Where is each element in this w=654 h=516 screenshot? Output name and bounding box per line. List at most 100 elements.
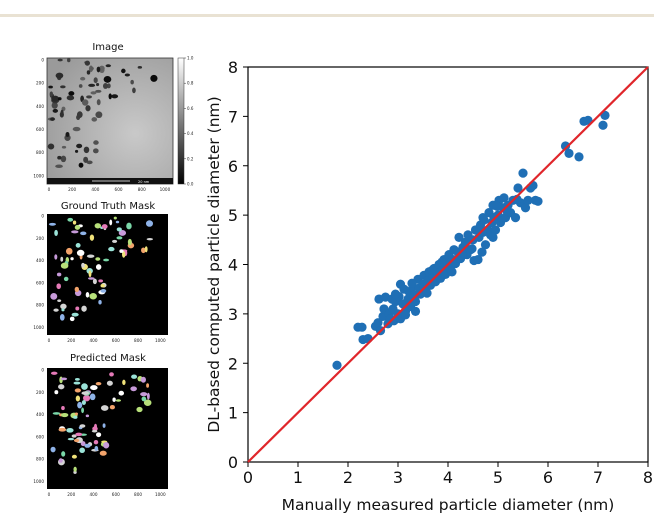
mask-blob xyxy=(85,291,90,298)
mask-blob xyxy=(54,254,58,260)
mask-blob xyxy=(65,247,73,255)
mask-blob xyxy=(146,392,150,400)
mask-blob xyxy=(60,303,67,310)
ground-truth-x-ticks: 0 200 400 600 800 1000 xyxy=(48,338,166,343)
small-y-tick: 200 xyxy=(36,236,44,241)
tem-particle xyxy=(80,76,86,81)
small-x-tick: 800 xyxy=(134,492,142,497)
colorbar-tick-label: 0.6 xyxy=(187,106,194,111)
small-x-tick: 0 xyxy=(48,338,51,343)
mask-blob xyxy=(96,432,102,438)
small-x-tick: 400 xyxy=(90,338,98,343)
y-tick-label: 7 xyxy=(228,107,238,126)
tem-particle xyxy=(90,67,94,70)
y-tick-label: 4 xyxy=(228,256,238,275)
image-panel-title: Image xyxy=(92,42,123,53)
mask-blob xyxy=(50,293,58,300)
data-point xyxy=(447,267,457,277)
predicted-blobs xyxy=(50,371,152,474)
mask-blob xyxy=(70,257,74,261)
mask-blob xyxy=(81,383,88,390)
mask-blob xyxy=(95,257,101,261)
small-y-tick: 400 xyxy=(36,412,44,417)
data-point xyxy=(373,318,383,328)
mask-blob xyxy=(60,412,69,418)
mask-blob xyxy=(61,406,65,411)
mask-blob xyxy=(109,372,114,377)
tem-particle xyxy=(150,74,158,82)
mask-blob xyxy=(103,258,110,262)
data-point xyxy=(574,152,584,162)
small-y-tick: 800 xyxy=(36,303,44,308)
small-y-tick: 800 xyxy=(36,457,44,462)
tem-particle xyxy=(81,99,89,106)
mask-blob xyxy=(121,251,126,258)
tem-particle xyxy=(86,70,91,75)
mask-blob xyxy=(60,377,68,381)
small-x-tick: 1000 xyxy=(155,338,166,343)
mask-blob xyxy=(92,278,97,285)
x-tick-label: 8 xyxy=(643,468,653,487)
small-y-tick: 400 xyxy=(36,258,44,263)
tem-particle xyxy=(96,66,101,73)
tem-particle xyxy=(88,83,96,87)
x-tick-label: 5 xyxy=(493,468,503,487)
mask-blob xyxy=(118,230,127,236)
small-x-tick: 0 xyxy=(48,492,51,497)
tem-particle xyxy=(95,111,103,119)
small-y-tick: 1000 xyxy=(33,325,44,330)
mask-blob xyxy=(109,219,113,226)
mask-blob xyxy=(81,305,87,312)
data-point xyxy=(564,148,574,159)
tem-particle xyxy=(90,91,97,95)
mask-blob xyxy=(95,381,102,386)
data-point xyxy=(512,194,522,204)
tem-particle xyxy=(55,72,64,79)
tem-particle xyxy=(50,117,55,121)
mask-blob xyxy=(141,247,146,254)
mask-blob xyxy=(79,424,86,428)
mask-blob xyxy=(60,256,64,262)
data-point xyxy=(520,203,531,213)
small-y-tick: 400 xyxy=(36,104,44,109)
x-axis-ticks: 0 1 2 3 4 5 6 7 8 xyxy=(243,462,653,487)
data-point xyxy=(480,240,491,250)
predicted-panel: Predicted Mask 0 200 400 600 800 1000 0 200 400… xyxy=(33,353,168,497)
mask-blob xyxy=(71,434,77,438)
scale-bar-label: 20 nm xyxy=(138,180,150,184)
ground-truth-blobs xyxy=(48,216,154,322)
predicted-title: Predicted Mask xyxy=(70,353,146,364)
mask-blob xyxy=(71,230,79,234)
tem-particles xyxy=(47,57,158,169)
mask-blob xyxy=(88,270,92,278)
mask-blob xyxy=(67,437,75,441)
identity-line xyxy=(247,66,649,463)
mask-blob xyxy=(95,264,102,270)
data-point xyxy=(499,193,509,203)
mask-blob xyxy=(80,441,86,447)
mask-blob xyxy=(101,224,108,229)
tem-particle xyxy=(85,105,91,112)
y-tick-label: 3 xyxy=(228,305,238,324)
mask-blob xyxy=(140,392,148,397)
mask-blob xyxy=(58,384,65,390)
data-point xyxy=(357,322,367,332)
tem-particle xyxy=(76,143,83,149)
tem-particle xyxy=(64,134,71,141)
mask-blob xyxy=(127,238,132,246)
mask-blob xyxy=(59,314,65,321)
tem-particle xyxy=(86,95,92,99)
predicted-x-ticks: 0 200 400 600 800 1000 xyxy=(48,492,166,497)
mask-blob xyxy=(75,243,81,248)
data-point xyxy=(523,195,533,205)
mask-blob xyxy=(116,227,122,232)
top-margin xyxy=(0,0,654,18)
mask-blob xyxy=(145,220,154,227)
mask-blob xyxy=(103,442,110,449)
data-point xyxy=(407,278,417,288)
tem-particle xyxy=(106,83,111,89)
small-y-tick: 600 xyxy=(36,127,44,132)
mask-blob xyxy=(86,254,95,258)
mask-blob xyxy=(74,412,78,416)
